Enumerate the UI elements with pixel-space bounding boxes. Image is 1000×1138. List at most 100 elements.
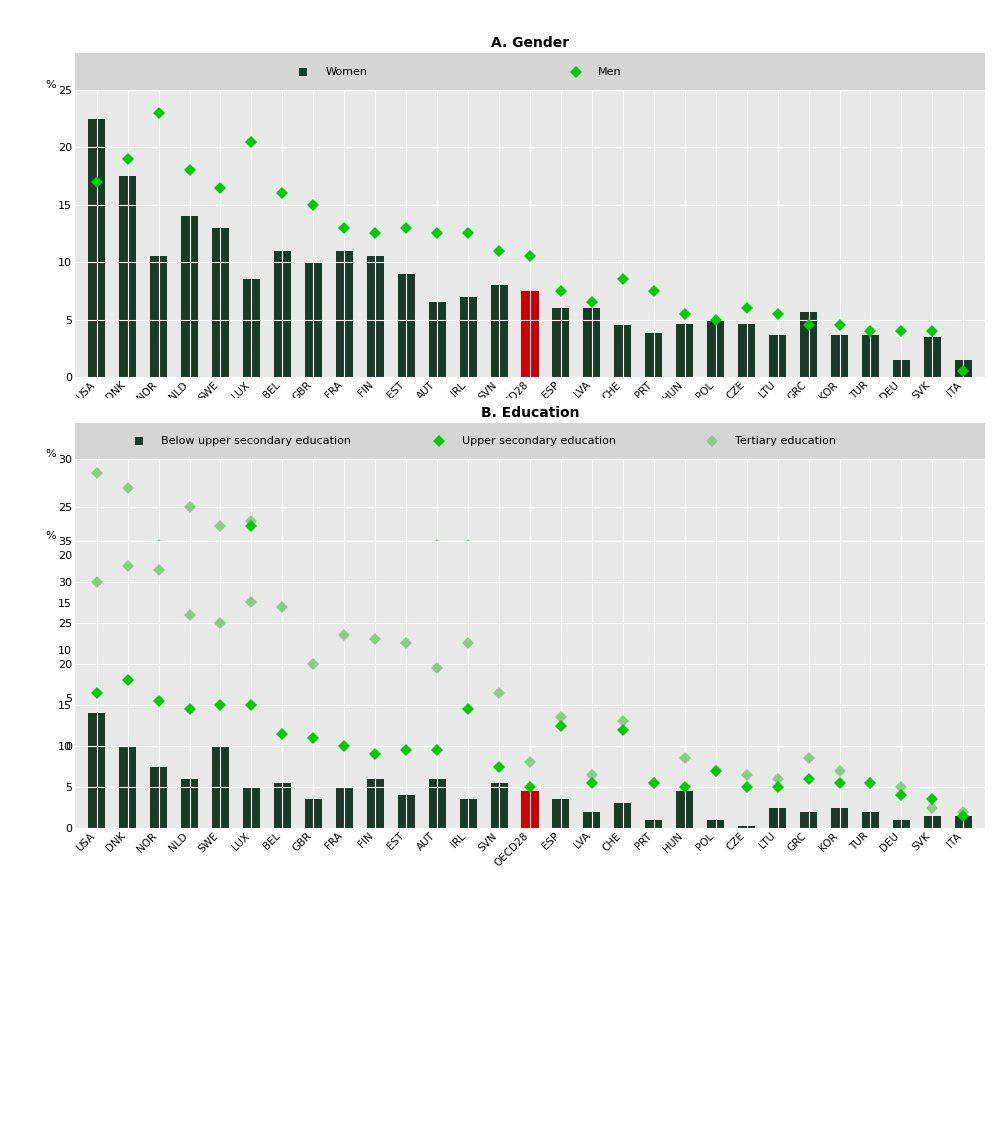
Text: Low earnings: Low earnings — [161, 805, 235, 815]
Bar — [800, 811, 817, 828]
Bar — [676, 727, 693, 747]
Bar — [676, 324, 693, 377]
Bar — [243, 280, 260, 377]
Bar — [707, 741, 724, 747]
Bar — [398, 795, 415, 828]
Bar — [305, 262, 322, 377]
Bar — [924, 741, 941, 747]
Bar — [862, 335, 879, 377]
Bar — [769, 335, 786, 377]
Bar — [460, 297, 477, 377]
Text: Upper secondary education: Upper secondary education — [462, 436, 616, 446]
Bar — [367, 256, 384, 377]
Bar — [150, 703, 167, 747]
Bar — [955, 360, 972, 377]
Bar — [583, 811, 600, 828]
Bar — [274, 250, 291, 377]
Bar — [88, 118, 105, 377]
Bar — [429, 727, 446, 747]
Bar — [769, 727, 786, 747]
Bar — [552, 732, 569, 747]
Bar — [738, 826, 755, 828]
Bar — [893, 360, 910, 377]
Bar — [88, 714, 105, 828]
Bar — [521, 717, 539, 747]
Bar — [274, 699, 291, 747]
Bar — [707, 320, 724, 377]
Text: %: % — [45, 531, 56, 541]
Bar — [924, 337, 941, 377]
Bar — [243, 655, 260, 747]
Bar — [460, 699, 477, 747]
Bar — [521, 791, 539, 828]
Bar — [862, 723, 879, 747]
Bar — [924, 816, 941, 828]
Bar — [398, 273, 415, 377]
Bar — [491, 286, 508, 377]
Bar — [150, 767, 167, 828]
Text: High earnings: High earnings — [735, 805, 812, 815]
Bar — [521, 291, 539, 377]
Bar — [893, 741, 910, 747]
Text: C. Monthly earnings: C. Monthly earnings — [452, 775, 608, 789]
Bar — [800, 312, 817, 377]
Bar — [212, 684, 229, 747]
Bar — [367, 778, 384, 828]
Bar — [614, 803, 631, 828]
Bar — [212, 747, 229, 828]
Bar — [800, 741, 817, 747]
Bar — [614, 325, 631, 377]
Bar — [119, 747, 136, 828]
Bar — [181, 684, 198, 747]
Text: Medium earnings: Medium earnings — [462, 805, 558, 815]
Bar — [491, 723, 508, 747]
Bar — [955, 741, 972, 747]
Text: A. Gender: A. Gender — [491, 36, 569, 50]
Bar — [831, 808, 848, 828]
Bar — [181, 216, 198, 377]
Bar — [119, 684, 136, 747]
Bar — [707, 819, 724, 828]
Bar — [769, 808, 786, 828]
Bar — [336, 250, 353, 377]
Bar — [676, 791, 693, 828]
Bar — [645, 333, 662, 377]
Bar — [614, 741, 631, 747]
Bar — [460, 799, 477, 828]
Bar — [181, 778, 198, 828]
Bar — [212, 228, 229, 377]
Bar — [336, 723, 353, 747]
Bar — [583, 308, 600, 377]
Text: B. Education: B. Education — [481, 405, 579, 420]
Bar — [831, 723, 848, 747]
Bar — [583, 732, 600, 747]
Bar — [645, 717, 662, 747]
Bar — [336, 787, 353, 828]
Text: Women: Women — [325, 67, 367, 76]
Bar — [955, 816, 972, 828]
Text: %: % — [45, 80, 56, 90]
Bar — [429, 778, 446, 828]
Bar — [398, 732, 415, 747]
Bar — [274, 783, 291, 828]
Bar — [552, 308, 569, 377]
Bar — [552, 799, 569, 828]
Bar — [738, 736, 755, 747]
Bar — [88, 617, 105, 747]
Bar — [429, 303, 446, 377]
Bar — [491, 783, 508, 828]
Text: Tertiary education: Tertiary education — [735, 436, 836, 446]
Text: %: % — [45, 450, 56, 459]
Text: Below upper secondary education: Below upper secondary education — [161, 436, 351, 446]
Bar — [243, 787, 260, 828]
Text: Men: Men — [598, 67, 622, 76]
Bar — [862, 811, 879, 828]
Bar — [305, 679, 322, 747]
Bar — [893, 819, 910, 828]
Bar — [305, 799, 322, 828]
Bar — [831, 335, 848, 377]
Bar — [367, 736, 384, 747]
Bar — [119, 176, 136, 377]
Bar — [645, 819, 662, 828]
Bar — [738, 324, 755, 377]
